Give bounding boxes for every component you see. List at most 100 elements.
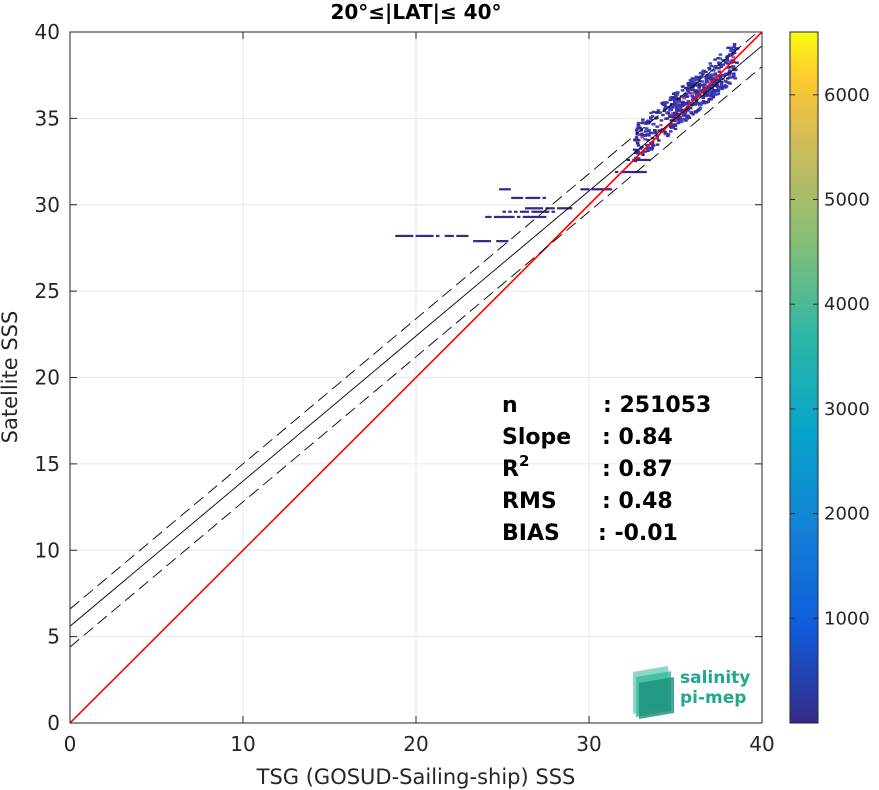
density-point xyxy=(670,123,675,126)
density-point xyxy=(674,104,679,107)
density-point xyxy=(725,55,729,58)
x-axis-label: TSG (GOSUD-Sailing-ship) SSS xyxy=(256,765,576,789)
density-point xyxy=(493,215,498,219)
density-point xyxy=(641,153,645,156)
density-point xyxy=(719,65,723,69)
density-point xyxy=(637,170,642,174)
density-point xyxy=(675,93,679,96)
stat-label-rms: RMS xyxy=(502,489,557,514)
density-point xyxy=(659,123,663,127)
density-point xyxy=(690,91,695,95)
density-point xyxy=(641,118,645,121)
density-point xyxy=(660,101,664,105)
density-point xyxy=(456,234,460,238)
density-point xyxy=(504,240,509,243)
density-point xyxy=(735,61,739,64)
logo-text-pimep: pi-mep xyxy=(680,688,746,708)
density-point xyxy=(659,119,664,122)
density-point xyxy=(531,215,535,219)
density-point xyxy=(647,129,651,132)
density-point xyxy=(671,98,675,101)
density-point xyxy=(687,87,691,90)
density-point xyxy=(415,234,420,238)
density-point xyxy=(717,63,722,67)
density-point xyxy=(709,75,713,78)
density-point xyxy=(464,234,469,238)
density-point xyxy=(560,207,564,210)
density-point xyxy=(711,83,715,87)
density-point xyxy=(684,86,688,90)
density-point xyxy=(525,215,530,219)
density-point xyxy=(707,68,712,71)
density-point xyxy=(623,170,627,174)
density-point xyxy=(658,111,663,114)
density-point xyxy=(501,188,506,191)
density-point xyxy=(691,113,695,116)
density-point xyxy=(672,111,677,115)
density-point xyxy=(539,210,544,213)
density-point xyxy=(693,96,697,99)
stat-value-slope: : 0.84 xyxy=(602,425,673,450)
density-point xyxy=(676,121,681,125)
density-point xyxy=(643,150,647,153)
density-point xyxy=(693,89,698,92)
density-point xyxy=(713,72,718,75)
stat-value-rms: : 0.48 xyxy=(602,489,673,514)
line-fit xyxy=(70,45,762,627)
density-point xyxy=(713,58,717,61)
density-point xyxy=(711,91,716,95)
y-tick-label: 20 xyxy=(35,366,60,390)
density-point xyxy=(685,109,690,112)
density-point xyxy=(525,210,530,213)
density-point xyxy=(632,148,637,151)
density-point xyxy=(720,73,725,77)
density-point xyxy=(586,188,590,191)
density-point xyxy=(724,59,729,63)
density-point xyxy=(511,215,515,219)
line-fit-rms xyxy=(70,32,759,610)
density-point xyxy=(648,131,653,135)
density-point xyxy=(640,121,644,125)
density-point xyxy=(513,196,518,200)
density-point xyxy=(685,89,690,92)
density-point xyxy=(636,138,641,142)
density-point xyxy=(635,141,640,145)
stat-label-slope: Slope xyxy=(502,425,571,450)
density-point xyxy=(666,112,670,115)
density-point xyxy=(635,127,640,130)
density-point xyxy=(732,45,737,48)
density-point xyxy=(539,215,544,219)
density-point xyxy=(568,207,573,210)
density-point xyxy=(668,107,672,110)
density-point xyxy=(690,80,694,83)
density-point xyxy=(683,94,687,97)
density-point xyxy=(712,69,716,72)
density-point xyxy=(683,103,687,106)
density-point xyxy=(519,196,524,200)
density-point xyxy=(688,82,692,86)
density-point xyxy=(704,75,709,78)
y-tick-label: 30 xyxy=(35,193,60,217)
density-point xyxy=(694,75,698,79)
density-point xyxy=(488,215,492,219)
density-point xyxy=(720,81,724,84)
density-point xyxy=(673,119,677,123)
axis-ticks: 0 10 20 30 40 0 5 10 15 20 25 30 35 40 xyxy=(35,20,775,756)
density-point xyxy=(689,88,693,92)
density-point xyxy=(647,121,652,124)
density-point xyxy=(634,128,639,132)
density-point xyxy=(714,66,719,70)
density-point xyxy=(687,101,691,104)
density-point xyxy=(673,101,677,104)
density-point xyxy=(635,152,640,155)
density-point xyxy=(542,215,547,219)
density-point xyxy=(649,116,653,119)
density-point xyxy=(650,115,655,118)
density-point xyxy=(462,234,466,238)
density-point xyxy=(728,66,732,69)
density-point xyxy=(496,215,501,219)
density-point xyxy=(636,133,640,136)
stat-value-r: : 0.87 xyxy=(602,457,673,482)
stat-superscript: 2 xyxy=(519,452,529,470)
density-point xyxy=(656,111,660,114)
